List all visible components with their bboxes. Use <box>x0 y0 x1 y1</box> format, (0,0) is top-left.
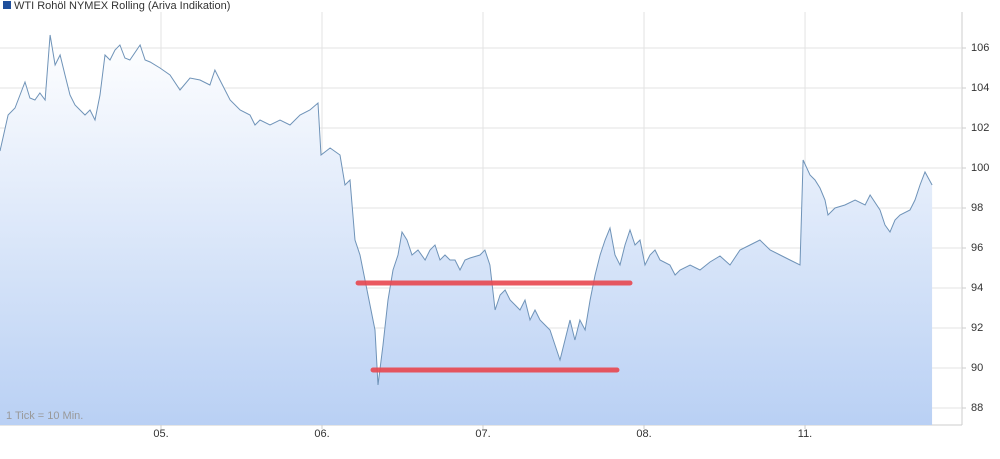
y-tick-label: 98 <box>971 202 983 214</box>
x-tick-label: 11. <box>798 428 812 440</box>
x-tick-label: 05. <box>153 428 168 440</box>
y-tick-label: 96 <box>971 242 983 254</box>
y-tick-label: 88 <box>971 402 983 414</box>
y-tick-label: 102 <box>971 122 989 134</box>
note: 1 Tick = 10 Min. <box>6 410 83 422</box>
y-tick-label: 94 <box>971 282 983 294</box>
legend-label: WTI Rohöl NYMEX Rolling (Ariva Indikatio… <box>14 0 230 12</box>
line <box>0 34 933 386</box>
x-tick-label: 08. <box>636 428 651 440</box>
y-tick-label: 92 <box>971 322 983 334</box>
y-tick-label: 106 <box>971 42 989 54</box>
x-tick-label: 07. <box>475 428 490 440</box>
area <box>0 35 933 425</box>
y-tick-label: 104 <box>971 82 989 94</box>
y-tick-label: 100 <box>971 162 989 174</box>
y-tick-label: 90 <box>971 362 983 374</box>
legend-swatch <box>3 1 11 9</box>
x-tick-label: 06. <box>314 428 329 440</box>
